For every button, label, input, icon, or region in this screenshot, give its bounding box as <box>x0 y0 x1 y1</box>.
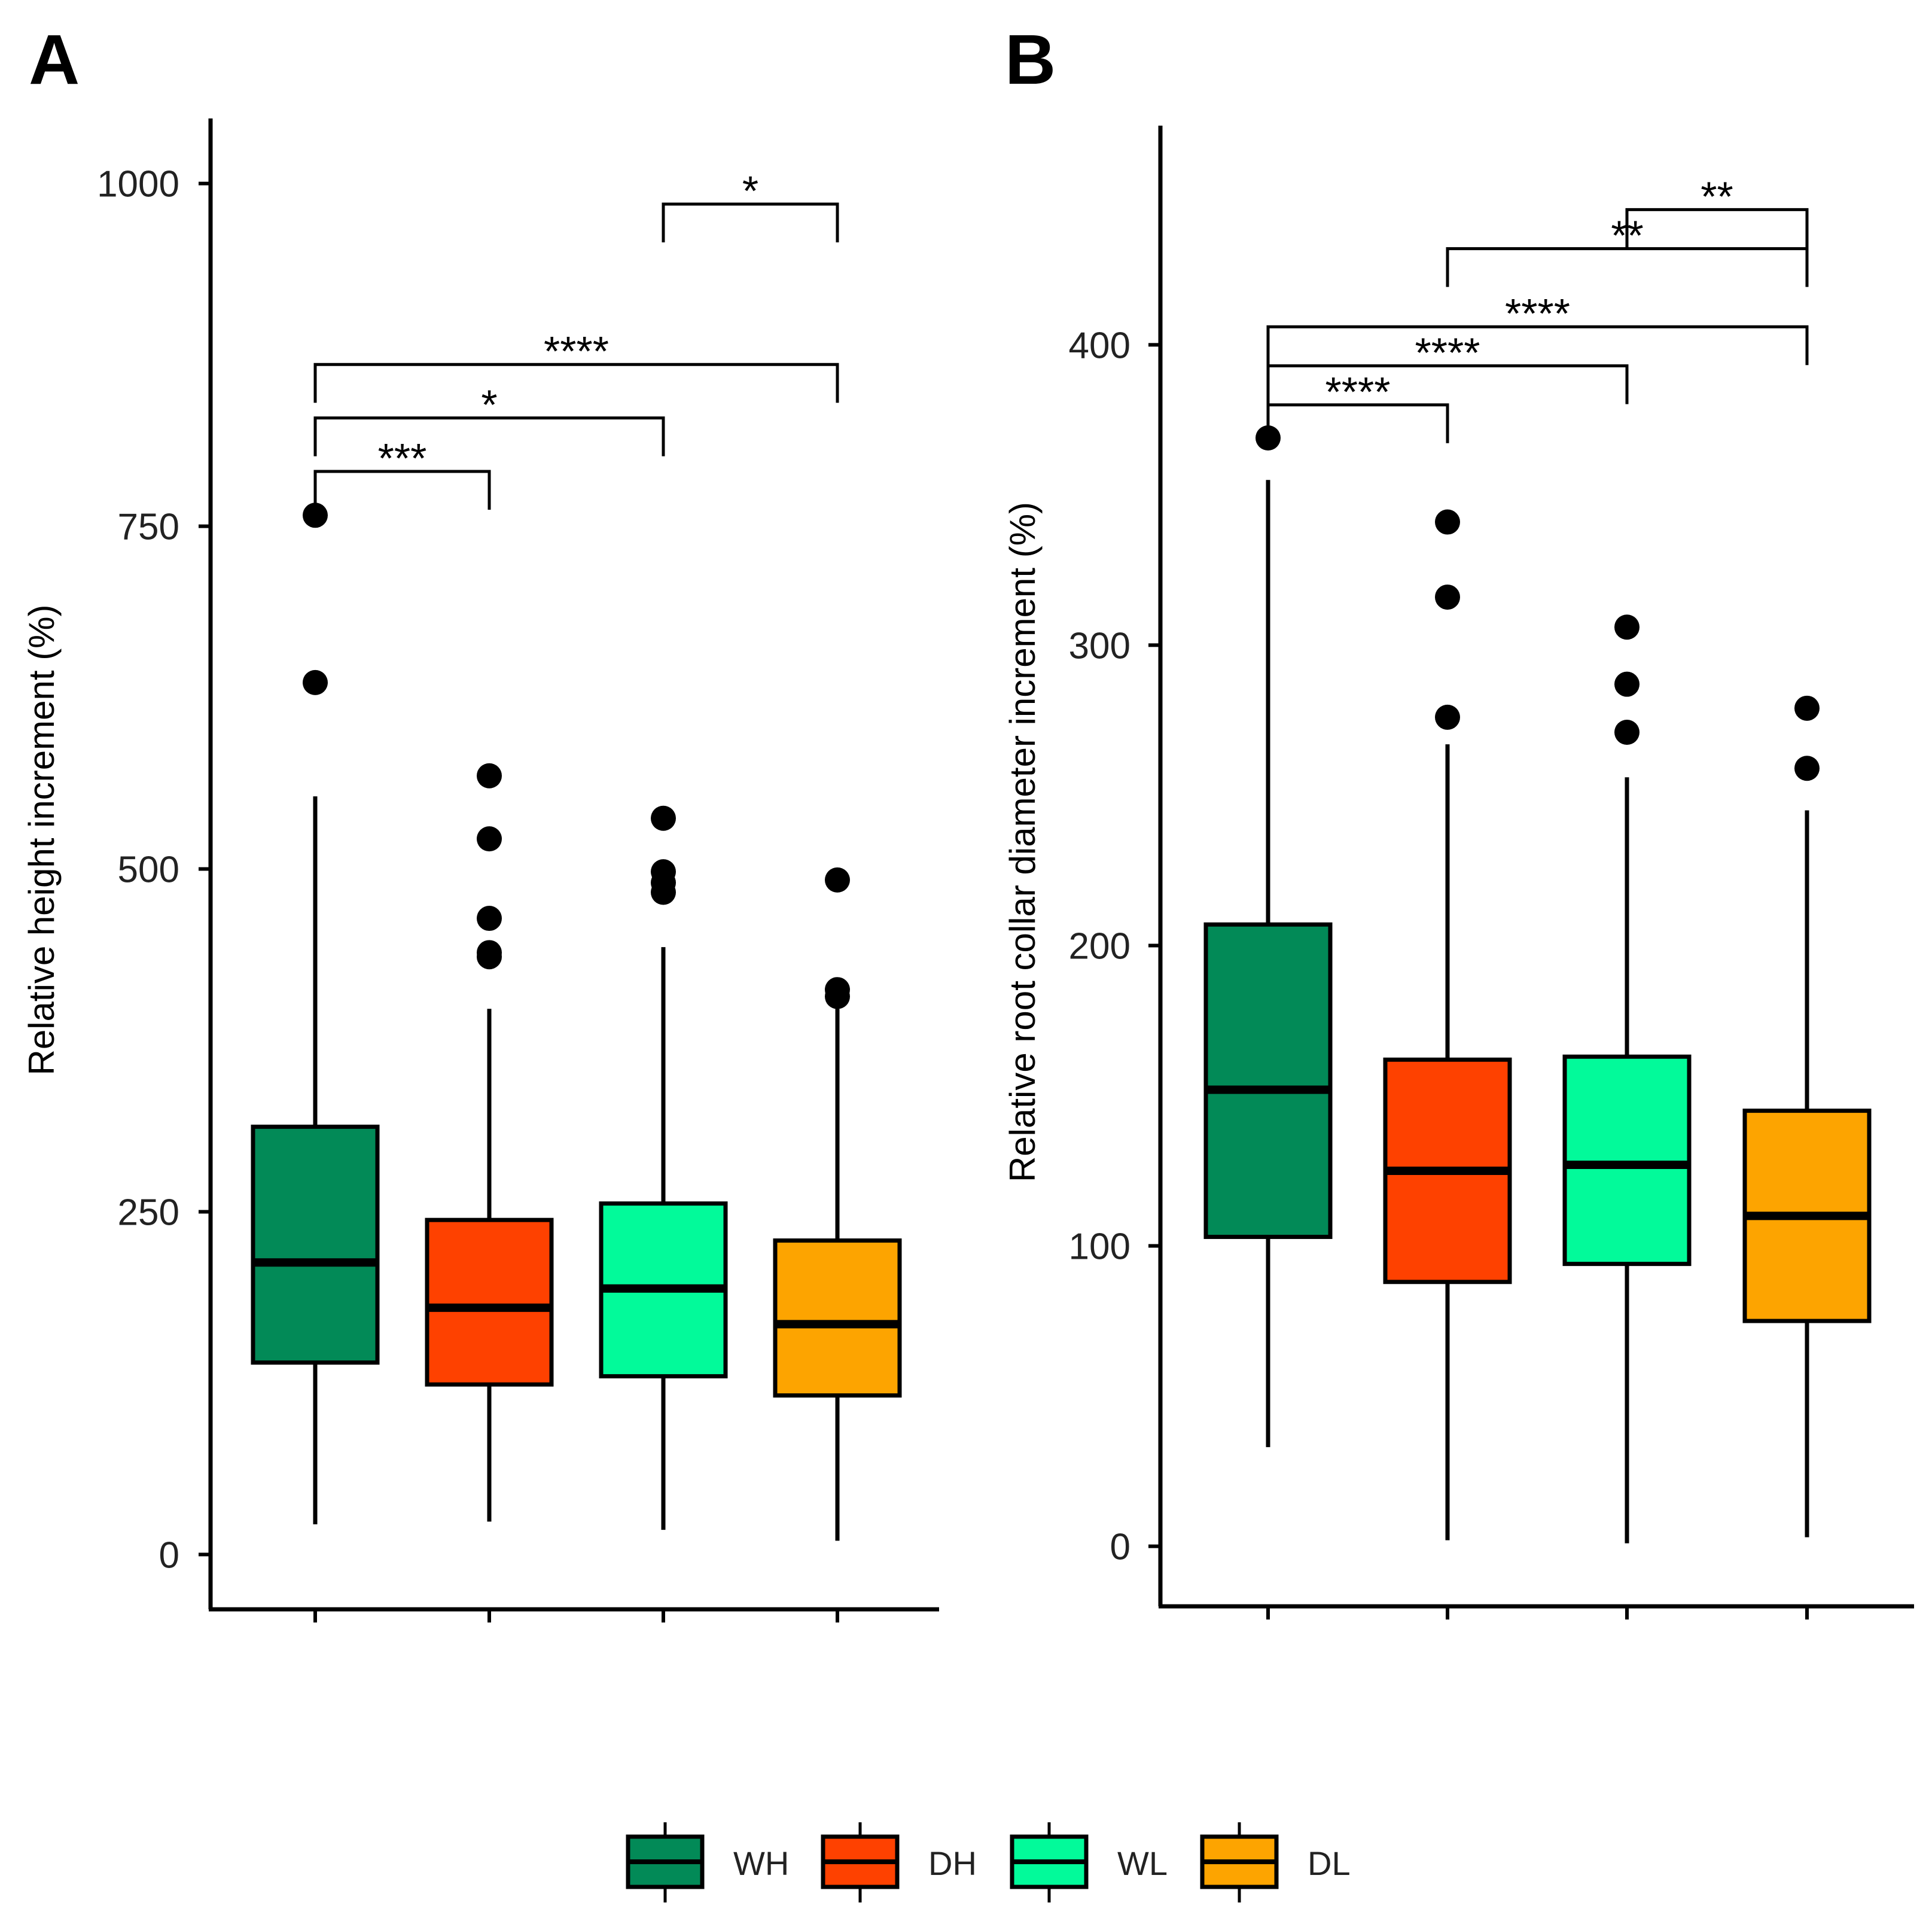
significance-bracket <box>313 363 839 403</box>
significance-label: * <box>481 382 497 428</box>
panel-label: A <box>29 20 80 99</box>
significance-label: **** <box>1505 290 1570 337</box>
y-tick-label: 1000 <box>97 164 179 205</box>
y-tick-label: 750 <box>118 507 179 548</box>
outlier-point-dl <box>1794 756 1820 781</box>
significance-bracket <box>662 202 839 243</box>
y-tick-label: 0 <box>1110 1527 1130 1568</box>
legend-label-wl: WL <box>1117 1844 1168 1882</box>
box-wh <box>251 1124 380 1365</box>
outlier-point-dh <box>477 906 502 931</box>
significance-label: * <box>742 168 758 214</box>
legend-label-wh: WH <box>733 1844 789 1882</box>
outlier-point-wl <box>1614 720 1640 745</box>
outlier-point-dh <box>1435 704 1460 730</box>
outlier-point-dh <box>477 940 502 966</box>
significance-label: ** <box>1611 212 1643 259</box>
outlier-point-dh <box>477 826 502 852</box>
legend-label-dl: DL <box>1308 1844 1351 1882</box>
significance-bracket <box>1625 208 1809 248</box>
outlier-point-wh <box>303 503 328 528</box>
outlier-point-wh <box>303 669 328 695</box>
significance-label: **** <box>544 328 609 375</box>
y-tick-label: 300 <box>1069 625 1130 666</box>
panel-a: A 0 250 500 750 1000 Relative height increment… <box>22 20 939 1622</box>
box-wh <box>1203 922 1333 1239</box>
outlier-point-dl <box>825 977 850 1003</box>
y-axis-label: Relative root collar diameter increment … <box>1002 502 1043 1182</box>
significance-label: **** <box>1325 369 1391 415</box>
outlier-point-wl <box>651 805 676 831</box>
legend-label-dh: DH <box>928 1844 977 1882</box>
outlier-point-wl <box>1614 671 1640 697</box>
y-tick-label: 100 <box>1069 1226 1130 1268</box>
outlier-point-dh <box>477 763 502 789</box>
box-dh <box>425 1217 554 1387</box>
outlier-point-dl <box>1794 695 1820 721</box>
y-axis-label: Relative height increment (%) <box>22 604 62 1075</box>
y-tick-label: 0 <box>159 1535 179 1576</box>
box-dl <box>773 1238 902 1398</box>
y-tick-label: 500 <box>118 850 179 891</box>
outlier-point-dl <box>825 867 850 893</box>
outlier-point-dh <box>1435 509 1460 535</box>
significance-bracket <box>313 416 665 456</box>
significance-label: ** <box>1701 173 1733 220</box>
outlier-point-dh <box>1435 585 1460 610</box>
y-tick-label: 400 <box>1069 325 1130 366</box>
y-tick-label: 250 <box>118 1192 179 1233</box>
significance-bracket <box>1446 247 1809 287</box>
y-tick-label: 200 <box>1069 926 1130 967</box>
significance-label: *** <box>378 435 427 482</box>
box-wl <box>1562 1054 1692 1267</box>
legend: WH DH WL DL <box>626 1822 1351 1902</box>
panel-label: B <box>1005 20 1056 99</box>
outlier-point-wl <box>651 859 676 885</box>
significance-bracket <box>1266 364 1629 404</box>
significance-label: **** <box>1415 329 1480 376</box>
significance-bracket <box>1266 403 1449 443</box>
panel-b: B 0 100 200 300 400 Relative root collar diame… <box>1002 20 1914 1619</box>
outlier-point-wl <box>1614 614 1640 640</box>
significance-bracket <box>313 470 491 510</box>
significance-bracket <box>1266 325 1809 366</box>
